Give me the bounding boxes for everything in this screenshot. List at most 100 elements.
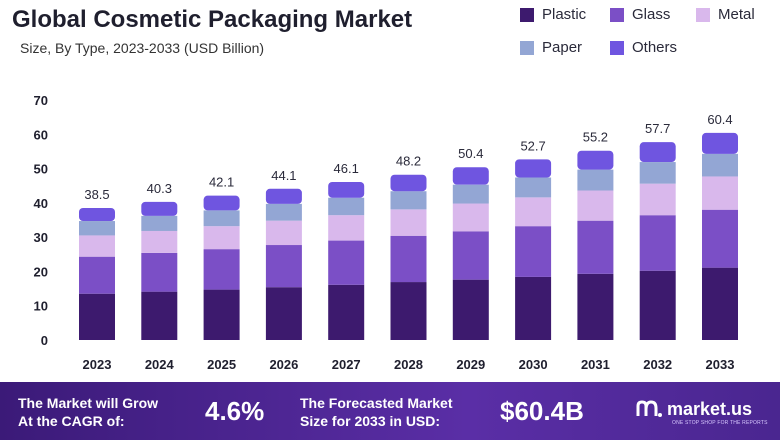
bar-segment-glass	[328, 240, 365, 285]
x-tick-label: 2026	[269, 357, 298, 372]
cagr-label-line1: The Market will Grow	[18, 395, 159, 411]
bar-segment-metal	[515, 197, 552, 227]
bar-segment-metal	[577, 190, 614, 221]
bar-segment-metal	[141, 230, 178, 253]
bar-total-label: 42.1	[209, 175, 234, 190]
bar-total-label: 57.7	[645, 121, 670, 136]
y-tick-label: 50	[34, 162, 48, 177]
bar-total-label: 46.1	[334, 161, 359, 176]
bar-segment-others	[515, 159, 552, 178]
bar-segment-glass	[515, 226, 552, 277]
market-us-logo-icon	[636, 400, 662, 417]
y-tick-label: 30	[34, 230, 48, 245]
bar-segment-metal	[265, 220, 302, 246]
forecast-value: $60.4B	[500, 396, 584, 426]
legend-item-paper: Paper	[520, 39, 582, 56]
legend-label-plastic: Plastic	[542, 6, 587, 23]
legend-swatch-metal	[696, 7, 710, 22]
forecast-label: The Forecasted Market Size for 2033 in U…	[300, 394, 453, 430]
forecast-label-line1: The Forecasted Market	[300, 395, 453, 411]
bar-segment-others	[79, 208, 115, 222]
brand-logo: market.us	[635, 396, 752, 422]
chart-subtitle: Size, By Type, 2023-2033 (USD Billion)	[20, 40, 265, 56]
bar-segment-metal	[203, 226, 240, 250]
bar-total-label: 55.2	[583, 130, 608, 145]
bar-segment-glass	[203, 249, 240, 290]
cagr-label-line2: At the CAGR of:	[18, 413, 125, 429]
bar-segment-paper	[452, 184, 489, 204]
bar-segment-others	[452, 167, 489, 185]
bar-segment-plastic	[452, 279, 489, 340]
legend-swatch-glass	[610, 7, 624, 22]
bar-segment-others	[203, 195, 240, 211]
bar-total-label: 50.4	[458, 146, 483, 161]
bar-segment-metal	[390, 209, 427, 236]
legend-swatch-plastic	[520, 7, 534, 22]
bar-segment-paper	[79, 221, 115, 236]
legend-item-glass: Glass	[610, 6, 670, 23]
forecast-label-line2: Size for 2033 in USD:	[300, 413, 441, 429]
x-tick-label: 2032	[643, 357, 672, 372]
legend-item-metal: Metal	[696, 6, 755, 23]
y-tick-label: 60	[34, 127, 48, 142]
bar-segment-plastic	[265, 287, 302, 340]
chart-title: Global Cosmetic Packaging Market	[12, 6, 413, 33]
bar-segment-paper	[515, 177, 552, 198]
x-tick-label: 2027	[332, 357, 361, 372]
bar-segment-glass	[639, 215, 676, 271]
legend-label-glass: Glass	[632, 6, 671, 23]
legend-label-others: Others	[632, 39, 678, 56]
legend-label-metal: Metal	[718, 6, 755, 23]
x-tick-label: 2033	[706, 357, 735, 372]
y-tick-label: 0	[41, 333, 48, 348]
legend-swatch-paper	[520, 40, 534, 55]
bar-segment-paper	[141, 215, 178, 231]
bar-segment-others	[639, 142, 676, 163]
bar-segment-others	[265, 188, 302, 204]
bar-total-label: 40.3	[147, 181, 172, 196]
x-tick-label: 2024	[145, 357, 175, 372]
bar-segment-glass	[452, 231, 489, 280]
bar-segment-glass	[141, 252, 178, 292]
bar-segment-plastic	[79, 293, 115, 340]
bar-segment-metal	[702, 176, 738, 210]
x-tick-label: 2029	[456, 357, 485, 372]
bar-segment-paper	[390, 191, 427, 210]
bar-segment-glass	[577, 220, 614, 274]
bar-segment-others	[577, 150, 614, 170]
stacked-bar-chart: 01020304050607038.5202340.3202442.120254…	[34, 93, 738, 372]
x-tick-label: 2028	[394, 357, 423, 372]
y-tick-label: 70	[34, 93, 48, 108]
x-tick-label: 2023	[83, 357, 112, 372]
x-tick-label: 2025	[207, 357, 236, 372]
bar-segment-metal	[452, 203, 489, 232]
bar-total-label: 52.7	[520, 138, 545, 153]
footer-banner: The Market will Grow At the CAGR of: 4.6…	[0, 382, 780, 440]
bar-total-label: 48.2	[396, 154, 421, 169]
brand-name: market.us	[667, 398, 753, 419]
bar-segment-others	[141, 201, 178, 216]
bar-segment-plastic	[141, 291, 178, 340]
bar-segment-metal	[328, 215, 365, 241]
bar-segment-glass	[79, 256, 115, 294]
bar-segment-paper	[328, 197, 365, 216]
cagr-label: The Market will Grow At the CAGR of:	[18, 394, 158, 430]
bar-segment-plastic	[577, 273, 614, 340]
bar-segment-paper	[265, 203, 302, 221]
bar-segment-paper	[702, 153, 738, 177]
bar-segment-others	[702, 132, 738, 154]
x-tick-label: 2030	[519, 357, 548, 372]
legend-item-others: Others	[610, 39, 677, 56]
y-tick-label: 40	[34, 196, 48, 211]
bar-segment-glass	[265, 245, 302, 288]
bar-segment-metal	[79, 235, 115, 257]
bar-total-label: 60.4	[707, 112, 732, 127]
bar-segment-others	[328, 181, 365, 198]
bar-segment-paper	[577, 169, 614, 191]
legend-item-plastic: Plastic	[520, 6, 586, 23]
bar-segment-plastic	[328, 284, 365, 340]
bar-segment-plastic	[515, 276, 552, 340]
y-tick-label: 10	[34, 299, 48, 314]
bar-segment-metal	[639, 183, 676, 216]
